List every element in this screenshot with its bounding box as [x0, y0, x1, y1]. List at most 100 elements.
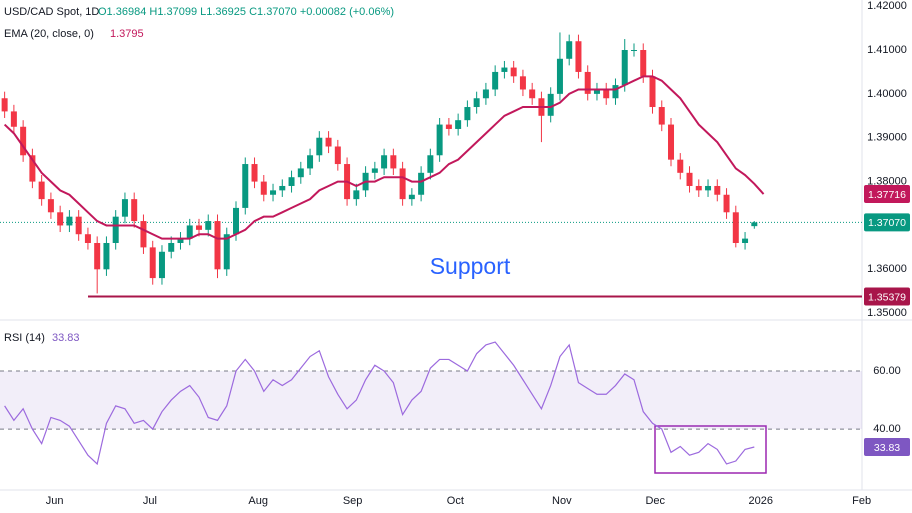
- candle-body: [751, 222, 758, 227]
- legend-entry: EMA (20, close, 0): [4, 28, 94, 40]
- candle-body: [418, 172, 425, 195]
- candle-body: [38, 181, 45, 200]
- candle-body: [445, 124, 452, 129]
- candle-body: [353, 190, 360, 200]
- support-label: Support: [430, 253, 511, 279]
- last-price-tag-bg: [864, 213, 910, 232]
- candle-body: [566, 41, 573, 59]
- candle-body: [214, 221, 221, 270]
- ema-tag: 1.37716: [868, 189, 906, 201]
- candle-body: [492, 71, 499, 90]
- candle-body: [455, 120, 462, 129]
- candle-body: [242, 164, 249, 208]
- candle-body: [334, 146, 341, 165]
- y-tick-label: 1.39000: [867, 132, 907, 144]
- y-tick-label: 40.00: [873, 423, 901, 435]
- candle-body: [556, 58, 563, 94]
- rsi-tag: 33.83: [874, 442, 900, 454]
- candle-body: [112, 216, 119, 243]
- candle-body: [260, 181, 267, 195]
- candle-body: [195, 225, 202, 230]
- x-tick-label: Jun: [46, 495, 64, 507]
- candle-body: [131, 199, 138, 222]
- candle-body: [84, 234, 91, 243]
- candle-body: [29, 155, 36, 182]
- candle-body: [658, 107, 665, 125]
- candle-body: [297, 168, 304, 178]
- candle-body: [436, 124, 443, 156]
- candle-body: [288, 177, 295, 186]
- candle-body: [695, 185, 702, 191]
- x-tick-label: 2026: [749, 495, 773, 507]
- candle-body: [103, 242, 110, 270]
- candle-body: [621, 50, 628, 86]
- support-tag-bg: [864, 287, 910, 306]
- candle-body: [677, 159, 684, 173]
- y-tick-label: 60.00: [873, 365, 901, 377]
- candle-body: [75, 216, 82, 235]
- candle-body: [529, 89, 536, 99]
- candle-body: [186, 225, 193, 239]
- ema-line: [3, 75, 765, 240]
- candle-body: [94, 242, 101, 270]
- candle-body: [20, 126, 27, 156]
- candle-body: [158, 251, 165, 279]
- candle-body: [723, 194, 730, 213]
- candle-body: [316, 137, 323, 156]
- x-tick-label: Aug: [248, 495, 268, 507]
- candle-body: [168, 242, 175, 252]
- candle-body: [149, 247, 156, 279]
- candle-body: [177, 238, 184, 243]
- rsi-title: RSI (14): [4, 332, 45, 344]
- candle-body: [57, 212, 64, 226]
- y-tick-label: 1.40000: [867, 88, 907, 100]
- y-tick-label: 1.38000: [867, 175, 907, 187]
- x-tick-label: Feb: [852, 495, 871, 507]
- candle-body: [279, 185, 286, 191]
- candle-body: [575, 41, 582, 72]
- candle-body: [705, 185, 712, 191]
- candle-body: [714, 185, 721, 195]
- candle-body: [612, 85, 619, 99]
- candle-body: [251, 164, 258, 182]
- candle-body: [668, 124, 675, 160]
- candle-body: [390, 155, 397, 169]
- candle-body: [732, 212, 739, 243]
- candle-body: [640, 50, 647, 77]
- candle-body: [473, 98, 480, 108]
- candle-body: [547, 93, 554, 116]
- candle-body: [371, 168, 378, 173]
- candle-body: [270, 190, 277, 195]
- last-price-tag: 1.37070: [868, 217, 906, 229]
- candle-body: [742, 238, 749, 243]
- candle-body: [510, 67, 517, 77]
- rsi-line: [4, 341, 755, 466]
- support-tag: 1.35379: [868, 291, 906, 303]
- y-tick-label: 1.35000: [867, 307, 907, 319]
- candle-body: [233, 207, 240, 235]
- candle-body: [10, 111, 17, 127]
- candle-body: [408, 194, 415, 200]
- y-tick-label: 1.36000: [867, 263, 907, 275]
- y-tick-label: 1.42000: [867, 0, 907, 12]
- x-tick-label: Jul: [143, 495, 157, 507]
- candle-body: [584, 71, 591, 94]
- candle-body: [205, 221, 212, 230]
- candle-body: [649, 76, 656, 108]
- candle-body: [427, 155, 434, 173]
- rsi-band: [0, 371, 862, 430]
- candle-body: [47, 199, 54, 213]
- highlight-box: [654, 425, 767, 474]
- rsi-value: 33.83: [52, 332, 80, 344]
- candle-body: [482, 89, 489, 99]
- candle-body: [325, 137, 332, 147]
- candle-body: [519, 76, 526, 90]
- candle-body: [223, 234, 230, 270]
- candle-body: [121, 199, 128, 217]
- candle-body: [593, 89, 600, 94]
- candle-body: [140, 221, 147, 248]
- x-tick-label: Sep: [343, 495, 363, 507]
- legend-value: 1.3795: [110, 28, 144, 40]
- candle-body: [603, 89, 610, 99]
